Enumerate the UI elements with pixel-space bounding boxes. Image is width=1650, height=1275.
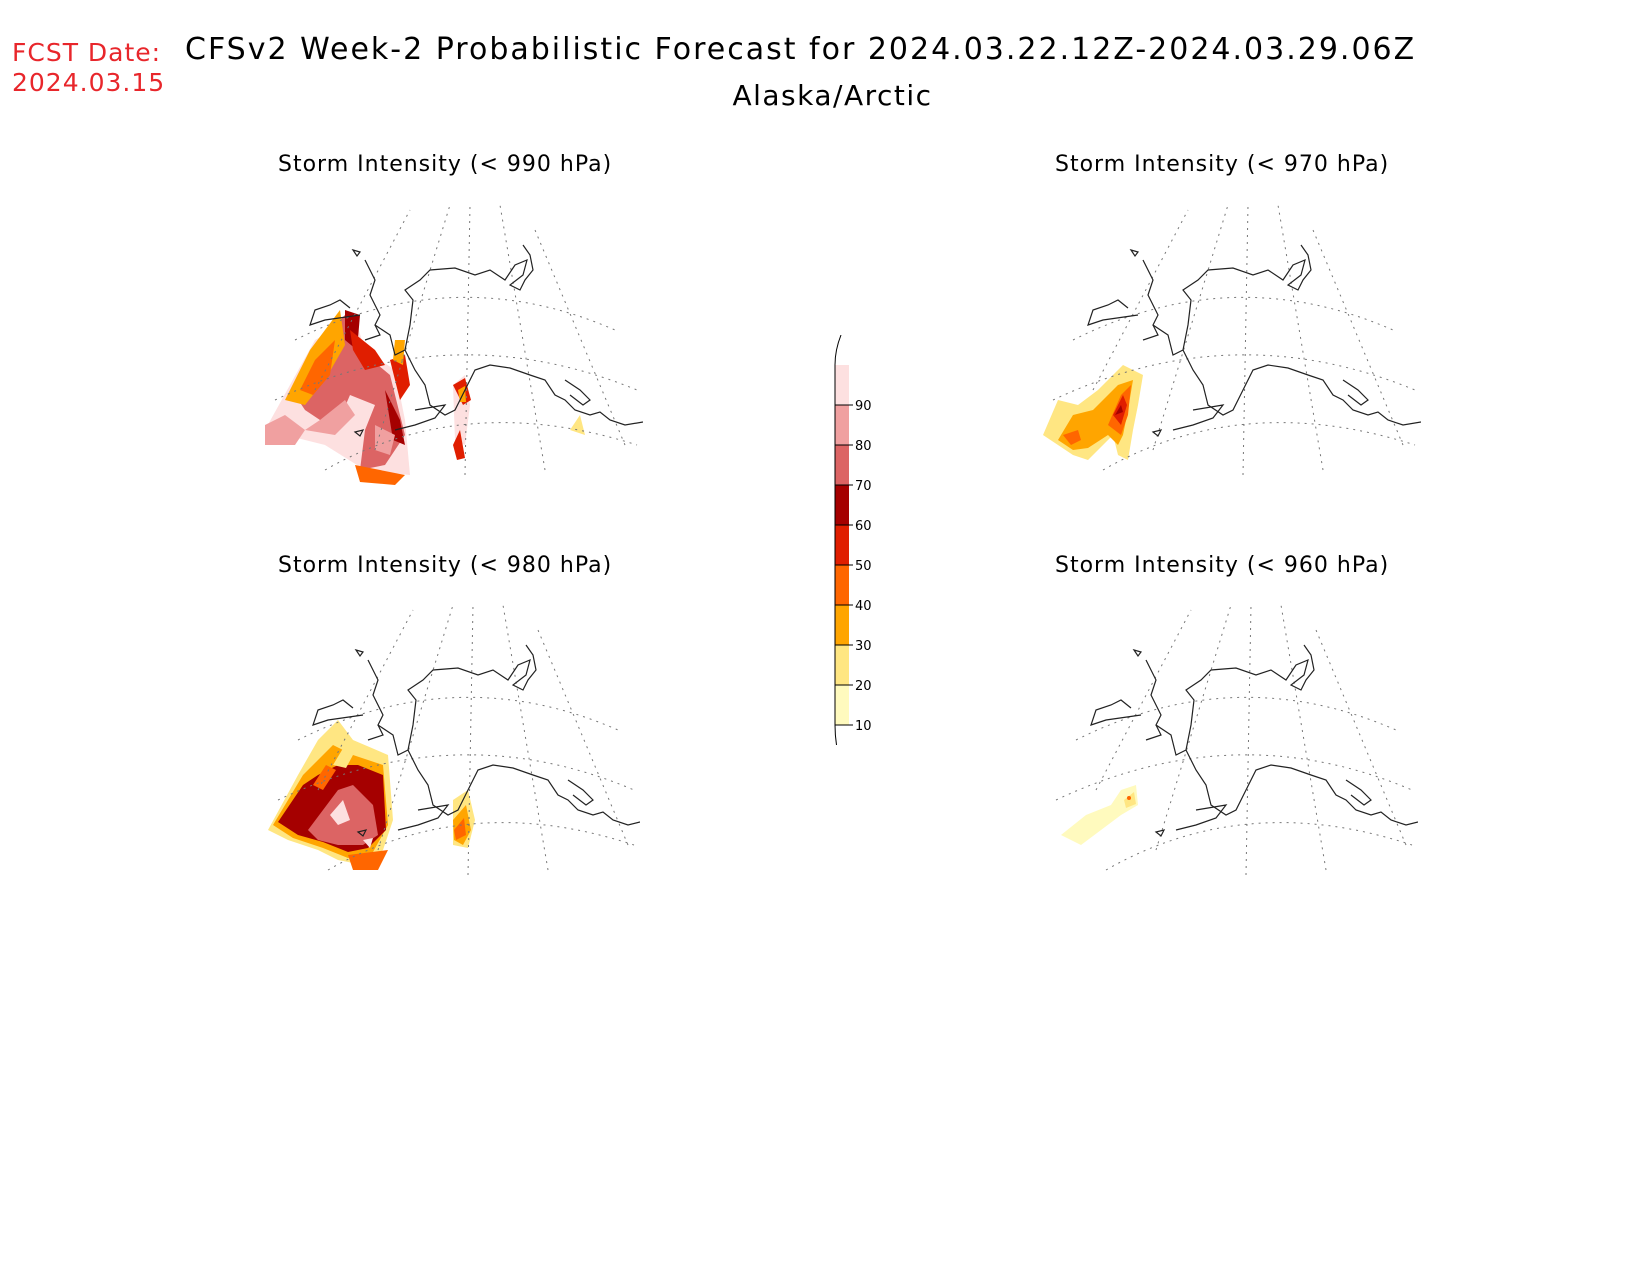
legend-label-30: 30 bbox=[855, 639, 872, 654]
legend-swatch-30 bbox=[835, 605, 849, 645]
forecast-date-value: 2024.03.15 bbox=[12, 68, 166, 97]
legend-label-10: 10 bbox=[855, 719, 872, 734]
main-title: CFSv2 Week-2 Probabilistic Forecast for … bbox=[185, 32, 1417, 67]
map-panel-990 bbox=[265, 190, 643, 490]
legend-swatch-70 bbox=[835, 445, 849, 485]
map-graticule-980 bbox=[277, 604, 635, 876]
panel-title-990: Storm Intensity (< 990 hPa) bbox=[278, 152, 613, 177]
legend-swatch-20 bbox=[835, 645, 849, 685]
legend-label-40: 40 bbox=[855, 599, 872, 614]
map-panel-960 bbox=[1046, 590, 1418, 884]
map-graticule-990 bbox=[274, 204, 638, 476]
map-panel-970 bbox=[1043, 190, 1421, 490]
legend-label-80: 80 bbox=[855, 439, 872, 454]
map-panel-980 bbox=[268, 590, 640, 884]
legend-swatch-60 bbox=[835, 485, 849, 525]
probability-fill-970 bbox=[1043, 365, 1143, 460]
map-graticule-970 bbox=[1052, 204, 1416, 476]
map-coastline-990 bbox=[309, 244, 643, 437]
legend-label-90: 90 bbox=[855, 399, 872, 414]
forecast-date-block: FCST Date: 2024.03.15 bbox=[12, 38, 165, 98]
probability-fill-960 bbox=[1061, 785, 1138, 845]
panel-title-970: Storm Intensity (< 970 hPa) bbox=[1055, 152, 1390, 177]
map-graticule-960 bbox=[1055, 604, 1413, 876]
legend-swatch-50 bbox=[835, 525, 849, 565]
panel-title-980: Storm Intensity (< 980 hPa) bbox=[278, 553, 613, 578]
legend-label-70: 70 bbox=[855, 479, 872, 494]
legend-label-20: 20 bbox=[855, 679, 872, 694]
map-coastline-960 bbox=[1090, 644, 1418, 837]
forecast-date-label: FCST Date: bbox=[12, 38, 162, 67]
map-coastline-970 bbox=[1087, 244, 1421, 437]
legend-tail-top bbox=[834, 335, 842, 366]
legend-swatch-90 bbox=[835, 365, 849, 405]
color-legend: 10 20 30 40 50 60 70 80 90 bbox=[834, 335, 872, 745]
legend-swatch-40 bbox=[835, 565, 849, 605]
legend-tail-bottom bbox=[834, 724, 838, 745]
panel-title-960: Storm Intensity (< 960 hPa) bbox=[1055, 553, 1390, 578]
map-coastline-980 bbox=[312, 644, 640, 837]
probability-fill-980 bbox=[268, 720, 475, 870]
probability-fill-990 bbox=[265, 310, 585, 485]
legend-swatch-10 bbox=[835, 685, 849, 725]
legend-swatch-80 bbox=[835, 405, 849, 445]
legend-label-50: 50 bbox=[855, 559, 872, 574]
region-subtitle: Alaska/Arctic bbox=[732, 79, 933, 112]
legend-label-60: 60 bbox=[855, 519, 872, 534]
